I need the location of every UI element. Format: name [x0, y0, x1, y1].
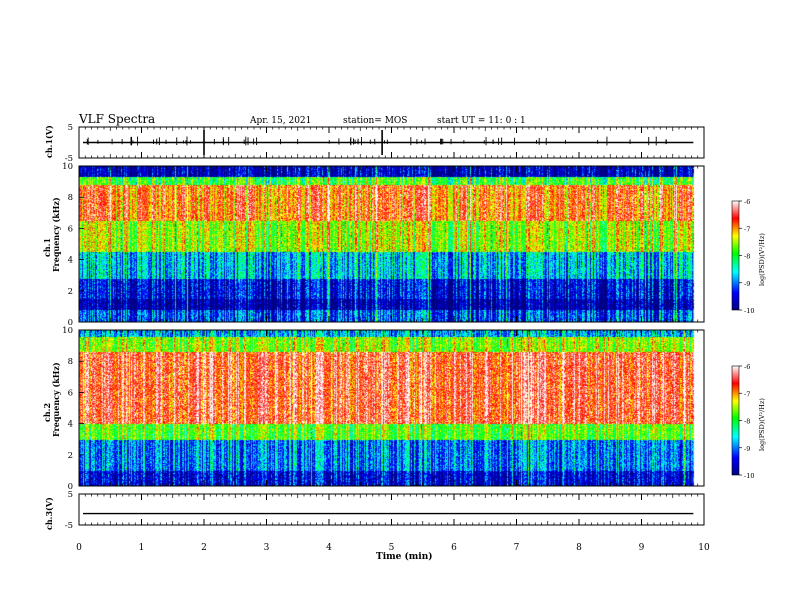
x-tick-label: 8 [576, 543, 582, 553]
ch2-colorbar-label: log(PSD)(V²/Hz) [758, 398, 766, 451]
ch2-colorbar: -6 -7 -8 -9 -10 log(PSD)(V²/Hz) [731, 363, 766, 480]
ch1-voltage-ytick-label: -5 [65, 154, 73, 164]
ch1-colorbar: -6 -7 -8 -9 -10 log(PSD)(V²/Hz) [731, 198, 766, 315]
x-axis-label: Time (min) [376, 551, 433, 562]
x-tick-label: 7 [514, 543, 520, 553]
ch1-spectrogram-ytick-label: 0 [68, 318, 73, 328]
ch1-voltage-ytick-label: 5 [68, 123, 73, 133]
ch1-spectrogram-panel [79, 166, 704, 322]
ch2-colorbar-gradient [731, 365, 740, 476]
ch2-frequency-ylabel: Frequency (kHz) [51, 362, 61, 437]
ch1-spectrogram-ytick-label: 2 [68, 287, 73, 297]
ch1-spectrogram-ytick-label: 8 [68, 193, 73, 203]
colorbar-tick-label: -10 [744, 307, 754, 315]
x-tick-label: 6 [451, 543, 457, 553]
ch2-spectrogram-ytick-label: 10 [62, 326, 73, 336]
ch3-voltage-ylabel: ch.3(V) [44, 497, 54, 530]
ch1-spectrogram-ytick-label: 10 [62, 162, 73, 172]
ch2-spectrogram-canvas [79, 330, 704, 486]
ch2-spectrogram-ytick-label: 4 [68, 420, 73, 430]
ch2-spectrogram-ytick-label: 6 [68, 388, 73, 398]
ch1-colorbar-gradient [731, 200, 740, 311]
ch1-spectrogram-canvas [79, 166, 704, 322]
x-tick-label: 3 [264, 543, 270, 553]
ch1-colorbar-label: log(PSD)(V²/Hz) [758, 233, 766, 286]
colorbar-tick-label: -9 [744, 280, 750, 288]
ch2-spectrogram-ytick-label: 8 [68, 357, 73, 367]
colorbar-tick-label: -8 [744, 253, 750, 261]
ch1-channel-label: ch.1 [42, 238, 52, 257]
ch1-spectrogram-ytick-label: 4 [68, 256, 73, 266]
colorbar-tick-label: -6 [744, 363, 750, 371]
ch2-spectrogram-ytick-label: 2 [68, 451, 73, 461]
ch2-spectrogram-panel [79, 330, 704, 486]
x-tick-label: 5 [389, 543, 395, 553]
date-label: Apr. 15, 2021 [249, 116, 311, 126]
station-label: station= MOS [343, 116, 407, 126]
x-tick-label: 2 [201, 543, 207, 553]
x-tick-label: 4 [326, 543, 332, 553]
start-ut-label: start UT = 11: 0 : 1 [437, 116, 526, 126]
x-tick-label: 1 [139, 543, 145, 553]
colorbar-tick-label: -8 [744, 418, 750, 426]
colorbar-tick-label: -9 [744, 445, 750, 453]
ch3-voltage-ytick-label: -5 [65, 521, 73, 531]
ch2-spectrogram-ytick-label: 0 [68, 482, 73, 492]
x-tick-label: 0 [76, 543, 82, 553]
ch2-channel-label: ch.2 [42, 403, 52, 422]
figure-title: VLF Spectra [78, 112, 155, 126]
ch1-voltage-ylabel: ch.1(V) [44, 125, 54, 158]
x-tick-label: 9 [639, 543, 645, 553]
ch1-frequency-ylabel: Frequency (kHz) [51, 197, 61, 272]
colorbar-tick-label: -10 [744, 472, 754, 480]
colorbar-tick-label: -7 [744, 225, 750, 233]
colorbar-tick-label: -6 [744, 198, 750, 206]
colorbar-tick-label: -7 [744, 390, 750, 398]
ch3-voltage-ytick-label: 5 [68, 490, 73, 500]
x-tick-label: 10 [698, 543, 710, 553]
ch1-spectrogram-ytick-label: 6 [68, 224, 73, 234]
